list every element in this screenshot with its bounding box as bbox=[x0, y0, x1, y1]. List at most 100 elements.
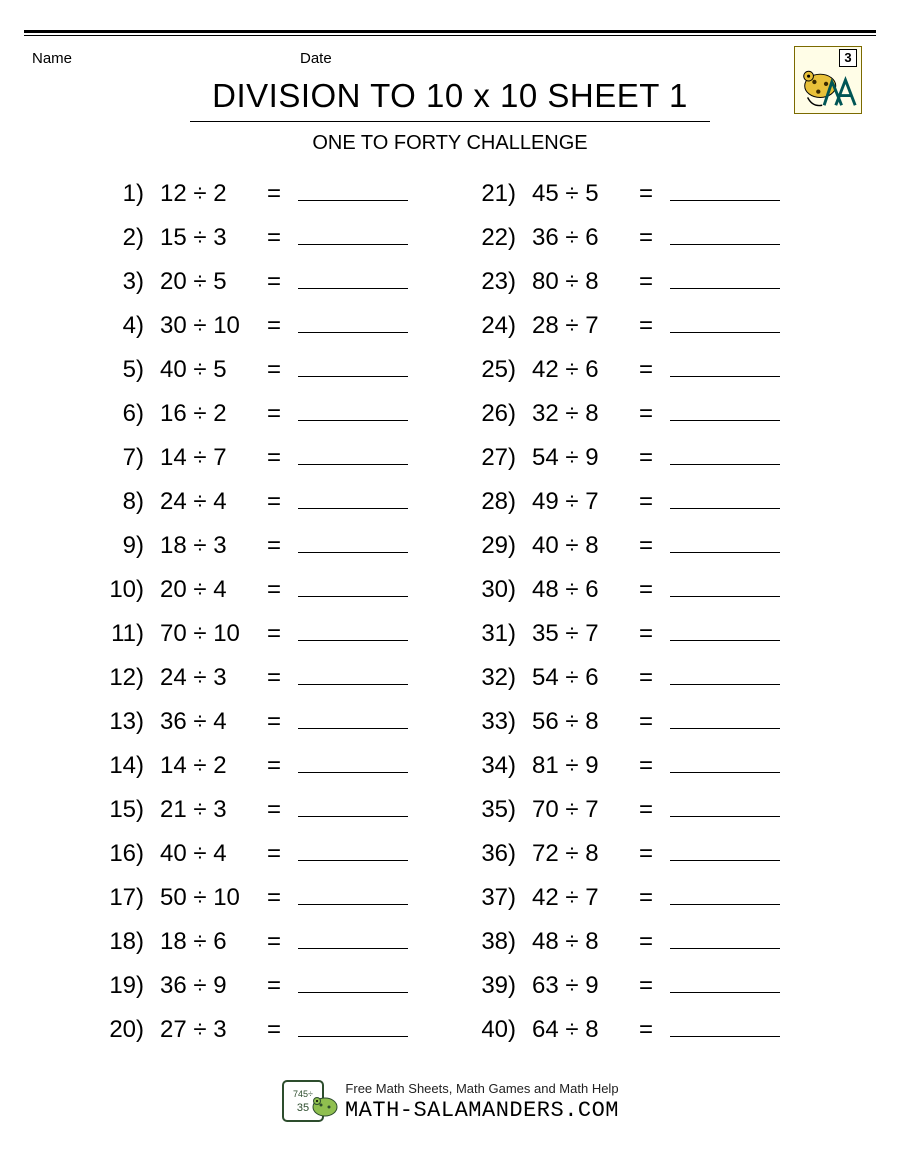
answer-blank[interactable] bbox=[298, 573, 408, 597]
answer-blank[interactable] bbox=[298, 705, 408, 729]
answer-blank[interactable] bbox=[298, 881, 408, 905]
answer-blank[interactable] bbox=[670, 705, 780, 729]
answer-blank[interactable] bbox=[670, 221, 780, 245]
problem-row: 35)70 ÷ 7= bbox=[474, 793, 822, 837]
equals-sign: = bbox=[626, 972, 666, 1000]
meta-row: Name Date bbox=[24, 50, 876, 67]
equals-sign: = bbox=[626, 840, 666, 868]
answer-blank[interactable] bbox=[670, 969, 780, 993]
problem-row: 23)80 ÷ 8= bbox=[474, 265, 822, 309]
problem-number: 21) bbox=[474, 180, 522, 208]
problem-expression: 80 ÷ 8 bbox=[522, 268, 626, 296]
problem-number: 29) bbox=[474, 532, 522, 560]
problem-row: 10)20 ÷ 4= bbox=[102, 573, 450, 617]
answer-blank[interactable] bbox=[298, 925, 408, 949]
answer-blank[interactable] bbox=[298, 529, 408, 553]
problem-row: 22)36 ÷ 6= bbox=[474, 221, 822, 265]
problem-expression: 64 ÷ 8 bbox=[522, 1016, 626, 1044]
footer-tagline: Free Math Sheets, Math Games and Math He… bbox=[345, 1081, 619, 1096]
answer-blank[interactable] bbox=[298, 309, 408, 333]
problem-row: 40)64 ÷ 8= bbox=[474, 1013, 822, 1057]
problem-number: 9) bbox=[102, 532, 150, 560]
problem-expression: 18 ÷ 6 bbox=[150, 928, 254, 956]
answer-blank[interactable] bbox=[298, 397, 408, 421]
problem-expression: 36 ÷ 9 bbox=[150, 972, 254, 1000]
answer-blank[interactable] bbox=[298, 661, 408, 685]
answer-blank[interactable] bbox=[670, 1013, 780, 1037]
problem-number: 3) bbox=[102, 268, 150, 296]
problem-row: 37)42 ÷ 7= bbox=[474, 881, 822, 925]
problem-row: 38)48 ÷ 8= bbox=[474, 925, 822, 969]
problem-number: 23) bbox=[474, 268, 522, 296]
answer-blank[interactable] bbox=[298, 177, 408, 201]
answer-blank[interactable] bbox=[298, 353, 408, 377]
problem-number: 28) bbox=[474, 488, 522, 516]
answer-blank[interactable] bbox=[298, 441, 408, 465]
problem-number: 1) bbox=[102, 180, 150, 208]
equals-sign: = bbox=[626, 884, 666, 912]
problem-expression: 42 ÷ 7 bbox=[522, 884, 626, 912]
answer-blank[interactable] bbox=[670, 309, 780, 333]
answer-blank[interactable] bbox=[670, 881, 780, 905]
problem-number: 19) bbox=[102, 972, 150, 1000]
answer-blank[interactable] bbox=[298, 969, 408, 993]
problem-number: 12) bbox=[102, 664, 150, 692]
equals-sign: = bbox=[626, 752, 666, 780]
problem-expression: 70 ÷ 10 bbox=[150, 620, 254, 648]
answer-blank[interactable] bbox=[298, 1013, 408, 1037]
grade-badge: 3 bbox=[794, 46, 862, 114]
problem-expression: 54 ÷ 9 bbox=[522, 444, 626, 472]
equals-sign: = bbox=[626, 928, 666, 956]
answer-blank[interactable] bbox=[670, 177, 780, 201]
equals-sign: = bbox=[626, 444, 666, 472]
problem-row: 3)20 ÷ 5= bbox=[102, 265, 450, 309]
answer-blank[interactable] bbox=[670, 397, 780, 421]
answer-blank[interactable] bbox=[670, 265, 780, 289]
answer-blank[interactable] bbox=[298, 793, 408, 817]
problem-row: 16)40 ÷ 4= bbox=[102, 837, 450, 881]
problem-expression: 20 ÷ 4 bbox=[150, 576, 254, 604]
problem-row: 26)32 ÷ 8= bbox=[474, 397, 822, 441]
answer-blank[interactable] bbox=[298, 485, 408, 509]
answer-blank[interactable] bbox=[670, 749, 780, 773]
worksheet-title: DIVISION TO 10 x 10 SHEET 1 bbox=[24, 77, 876, 115]
problem-number: 13) bbox=[102, 708, 150, 736]
answer-blank[interactable] bbox=[298, 221, 408, 245]
answer-blank[interactable] bbox=[670, 441, 780, 465]
problem-row: 17)50 ÷ 10= bbox=[102, 881, 450, 925]
equals-sign: = bbox=[254, 796, 294, 824]
answer-blank[interactable] bbox=[298, 617, 408, 641]
problem-expression: 32 ÷ 8 bbox=[522, 400, 626, 428]
problem-row: 12)24 ÷ 3= bbox=[102, 661, 450, 705]
equals-sign: = bbox=[626, 708, 666, 736]
equals-sign: = bbox=[254, 884, 294, 912]
equals-sign: = bbox=[254, 356, 294, 384]
problem-number: 27) bbox=[474, 444, 522, 472]
problem-row: 13)36 ÷ 4= bbox=[102, 705, 450, 749]
problem-row: 30)48 ÷ 6= bbox=[474, 573, 822, 617]
problem-number: 39) bbox=[474, 972, 522, 1000]
answer-blank[interactable] bbox=[670, 617, 780, 641]
answer-blank[interactable] bbox=[298, 265, 408, 289]
problem-expression: 20 ÷ 5 bbox=[150, 268, 254, 296]
answer-blank[interactable] bbox=[670, 529, 780, 553]
answer-blank[interactable] bbox=[670, 925, 780, 949]
problem-row: 9)18 ÷ 3= bbox=[102, 529, 450, 573]
answer-blank[interactable] bbox=[670, 353, 780, 377]
answer-blank[interactable] bbox=[670, 793, 780, 817]
problem-expression: 54 ÷ 6 bbox=[522, 664, 626, 692]
equals-sign: = bbox=[254, 444, 294, 472]
problem-row: 1)12 ÷ 2= bbox=[102, 177, 450, 221]
answer-blank[interactable] bbox=[298, 749, 408, 773]
answer-blank[interactable] bbox=[298, 837, 408, 861]
answer-blank[interactable] bbox=[670, 837, 780, 861]
answer-blank[interactable] bbox=[670, 485, 780, 509]
problem-expression: 40 ÷ 8 bbox=[522, 532, 626, 560]
answer-blank[interactable] bbox=[670, 573, 780, 597]
name-label: Name bbox=[32, 50, 292, 67]
problem-row: 6)16 ÷ 2= bbox=[102, 397, 450, 441]
answer-blank[interactable] bbox=[670, 661, 780, 685]
problem-number: 31) bbox=[474, 620, 522, 648]
equals-sign: = bbox=[626, 268, 666, 296]
problem-expression: 36 ÷ 4 bbox=[150, 708, 254, 736]
